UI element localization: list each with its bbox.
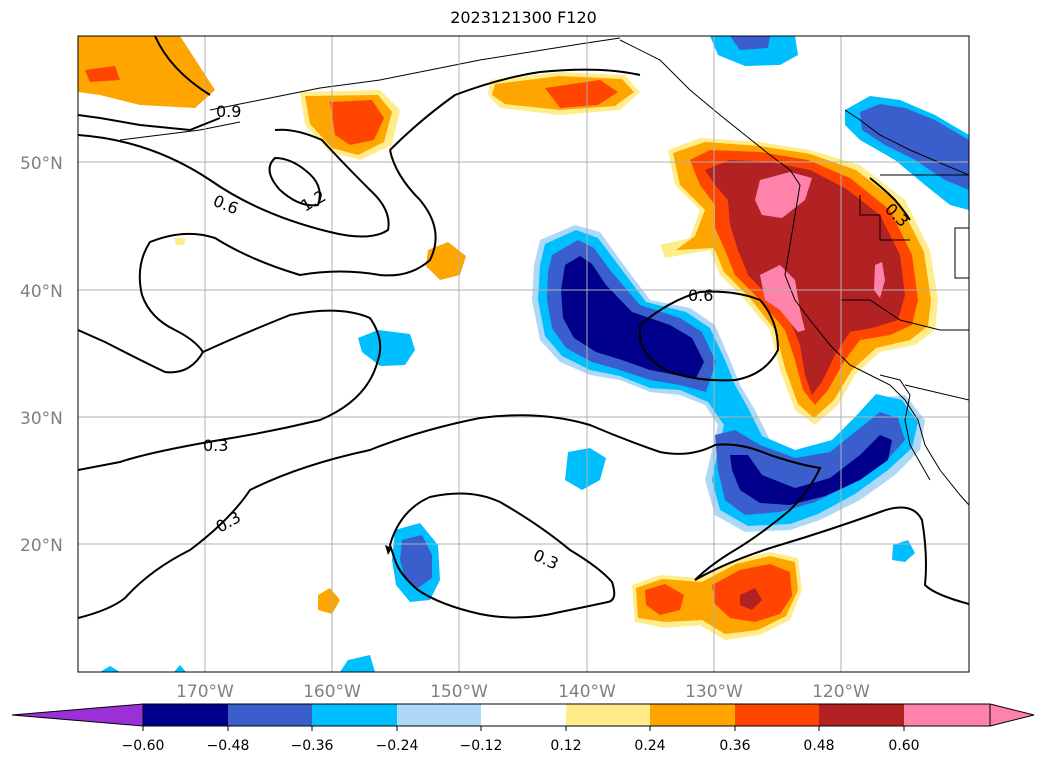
lat-label: 20°N: [20, 536, 63, 556]
lat-label: 40°N: [20, 282, 63, 302]
contour-label: 0.9: [216, 102, 241, 121]
lon-label: 120°W: [812, 682, 870, 702]
colorbar-tick: 0.36: [719, 738, 750, 754]
map-area: 0.9 0.6 1.2 0.3 0.6 0.3 0.3 0.3: [78, 36, 969, 672]
coastlines: [119, 37, 969, 506]
colorbar-swatch: [735, 704, 819, 726]
colorbar-swatch: [566, 704, 650, 726]
colorbar-swatch: [228, 704, 312, 726]
colorbar: −0.60 −0.48 −0.36 −0.24 −0.12 0.12 0.24 …: [11, 703, 1035, 754]
shaded-field: [78, 36, 969, 672]
colorbar-tick: −0.36: [291, 738, 334, 754]
lon-labels: 170°W 160°W 150°W 140°W 130°W 120°W: [176, 682, 870, 702]
colorbar-tick: −0.60: [122, 738, 165, 754]
colorbar-swatch: [819, 704, 904, 726]
colorbar-tick: 0.24: [634, 738, 665, 754]
grid-lines: [78, 36, 969, 672]
lon-label: 160°W: [303, 682, 361, 702]
colorbar-tick: −0.48: [207, 738, 250, 754]
colorbar-swatch: [143, 704, 228, 726]
lon-label: 130°W: [685, 682, 743, 702]
colorbar-swatch: [397, 704, 481, 726]
colorbar-tick: 0.48: [803, 738, 834, 754]
colorbar-under: [11, 703, 144, 727]
colorbar-tick: 0.60: [888, 738, 919, 754]
map-title: 2023121300 F120: [450, 8, 597, 27]
colorbar-tick: 0.12: [550, 738, 581, 754]
lat-label: 50°N: [20, 154, 63, 174]
colorbar-tick: −0.24: [376, 738, 419, 754]
colorbar-swatch: [650, 704, 735, 726]
colorbar-swatch: [312, 704, 397, 726]
lon-label: 140°W: [558, 682, 616, 702]
colorbar-over: [904, 704, 1034, 726]
contour-lines: [78, 36, 969, 619]
lon-label: 150°W: [430, 682, 488, 702]
colorbar-tick: −0.12: [460, 738, 503, 754]
contour-label: 0.3: [203, 436, 228, 455]
colorbar-swatch: [481, 704, 566, 726]
lon-label: 170°W: [176, 682, 234, 702]
lat-label: 30°N: [20, 409, 63, 429]
contour-label: 0.6: [688, 286, 713, 305]
lat-labels: 50°N 40°N 30°N 20°N: [20, 154, 63, 556]
map-frame: [77, 35, 970, 673]
